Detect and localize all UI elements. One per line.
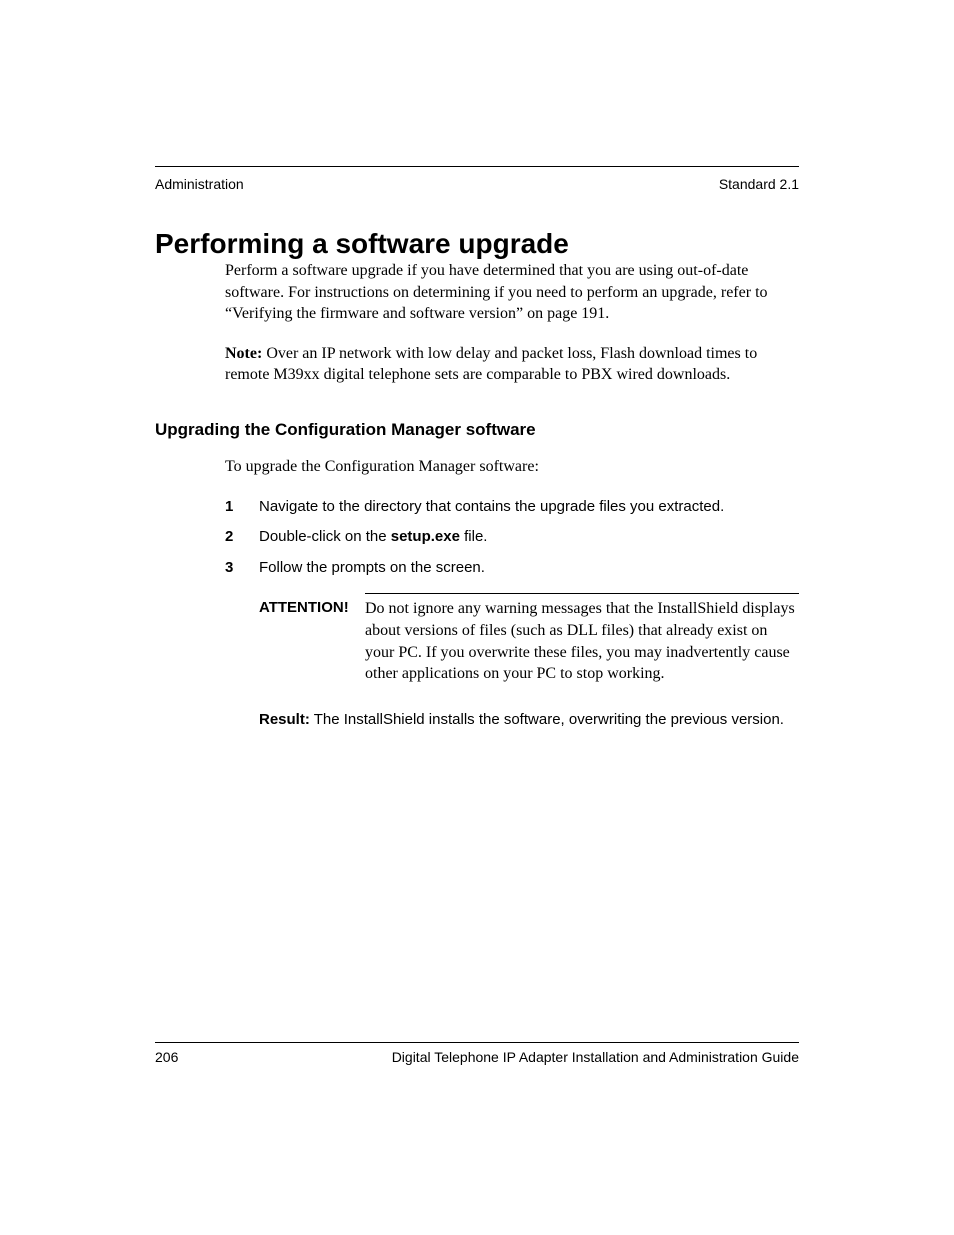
header-right: Standard 2.1 bbox=[719, 176, 799, 192]
attention-block: ATTENTION! Do not ignore any warning mes… bbox=[259, 593, 799, 686]
footer-title: Digital Telephone IP Adapter Installatio… bbox=[178, 1049, 799, 1065]
page-number: 206 bbox=[155, 1049, 178, 1065]
procedure-block: To upgrade the Configuration Manager sof… bbox=[225, 458, 799, 731]
body-block: Perform a software upgrade if you have d… bbox=[225, 260, 799, 386]
note-body: Over an IP network with low delay and pa… bbox=[225, 345, 757, 384]
step-text-pre: Follow the prompts on the screen. bbox=[259, 559, 485, 576]
step-text-post: file. bbox=[460, 528, 488, 545]
step-number: 3 bbox=[225, 557, 259, 580]
step-text-pre: Double-click on the bbox=[259, 528, 391, 545]
step-text: Double-click on the setup.exe file. bbox=[259, 526, 799, 549]
note-label: Note: bbox=[225, 345, 262, 362]
running-header: Administration Standard 2.1 bbox=[155, 170, 799, 192]
page-title: Performing a software upgrade bbox=[155, 228, 799, 260]
running-footer: 206 Digital Telephone IP Adapter Install… bbox=[155, 1042, 799, 1065]
result-paragraph: Result: The InstallShield installs the s… bbox=[259, 709, 799, 731]
attention-body: Do not ignore any warning messages that … bbox=[365, 598, 799, 684]
step-text: Follow the prompts on the screen. bbox=[259, 557, 799, 580]
step-text-bold: setup.exe bbox=[391, 528, 460, 545]
step-number: 1 bbox=[225, 496, 259, 519]
step-text: Navigate to the directory that contains … bbox=[259, 496, 799, 519]
intro-paragraph: Perform a software upgrade if you have d… bbox=[225, 260, 799, 325]
step-row: 2 Double-click on the setup.exe file. bbox=[225, 526, 799, 549]
attention-body-wrap: Do not ignore any warning messages that … bbox=[365, 593, 799, 684]
procedure-intro: To upgrade the Configuration Manager sof… bbox=[225, 458, 799, 476]
page: Administration Standard 2.1 Performing a… bbox=[0, 0, 954, 1235]
step-text-pre: Navigate to the directory that contains … bbox=[259, 498, 724, 515]
header-left: Administration bbox=[155, 176, 244, 192]
result-label: Result: bbox=[259, 711, 310, 728]
attention-label: ATTENTION! bbox=[259, 593, 365, 684]
attention-rule bbox=[365, 593, 799, 594]
step-row: 1 Navigate to the directory that contain… bbox=[225, 496, 799, 519]
footer-rule bbox=[155, 1042, 799, 1043]
result-body: The InstallShield installs the software,… bbox=[310, 711, 784, 728]
note-paragraph: Note: Over an IP network with low delay … bbox=[225, 343, 799, 386]
step-number: 2 bbox=[225, 526, 259, 549]
step-row: 3 Follow the prompts on the screen. bbox=[225, 557, 799, 580]
section-subhead: Upgrading the Configuration Manager soft… bbox=[155, 420, 799, 440]
header-rule bbox=[155, 166, 799, 167]
